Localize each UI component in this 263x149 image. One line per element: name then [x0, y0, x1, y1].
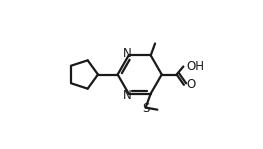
- Text: N: N: [123, 89, 131, 102]
- Text: O: O: [186, 78, 196, 91]
- Text: OH: OH: [186, 60, 204, 73]
- Text: S: S: [142, 102, 149, 115]
- Text: N: N: [123, 47, 131, 60]
